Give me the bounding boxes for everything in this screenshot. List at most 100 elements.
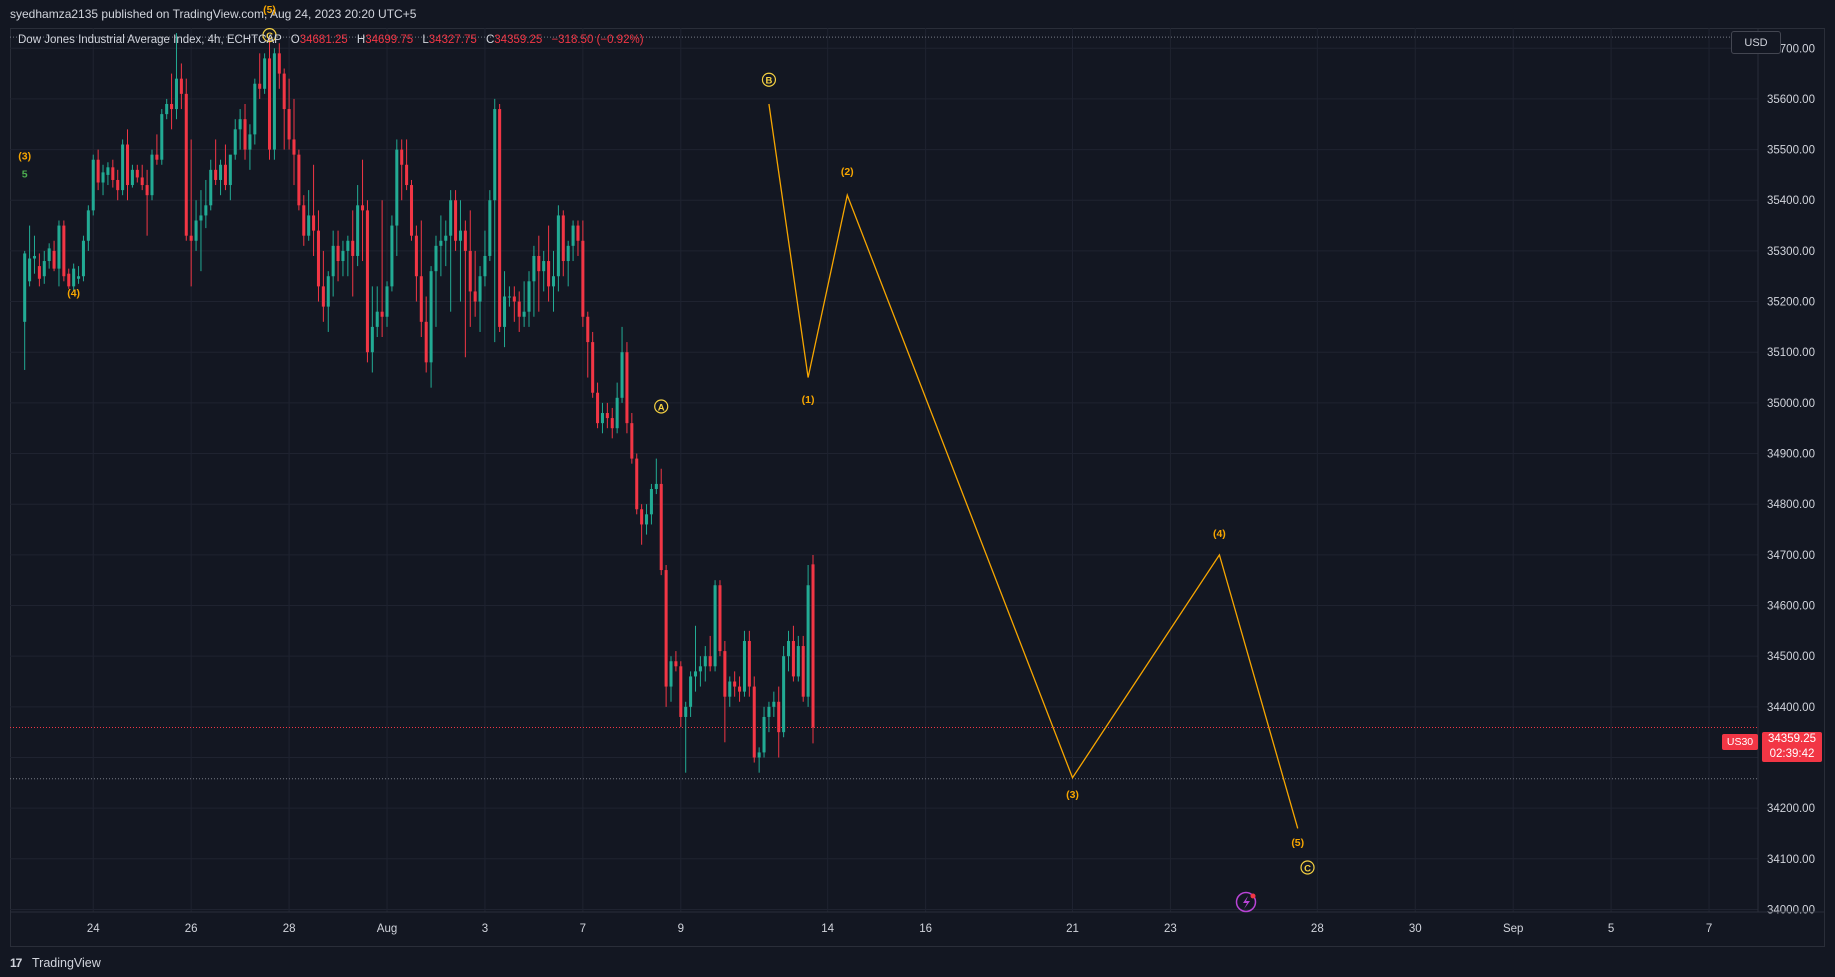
- candle-body: [498, 109, 502, 327]
- horizontal-lines: [10, 36, 1758, 780]
- wave-label: C: [1304, 863, 1311, 874]
- candle-body: [316, 230, 320, 287]
- candle-body: [277, 53, 281, 74]
- candle-body: [233, 129, 237, 155]
- wave-label: A: [658, 402, 665, 413]
- candle-body: [228, 154, 232, 186]
- candle-body: [307, 215, 311, 236]
- candle-body: [292, 139, 296, 155]
- candle-body: [645, 514, 649, 525]
- time-tick-label: 7: [1706, 923, 1712, 935]
- wave-label: C: [266, 31, 273, 42]
- candle-body: [659, 483, 663, 571]
- last-price-symbol-badge: US30: [1722, 734, 1758, 750]
- currency-button[interactable]: USD: [1731, 31, 1781, 54]
- candle-body: [551, 276, 556, 287]
- candle-body: [174, 78, 178, 110]
- time-tick-label: 16: [919, 923, 932, 935]
- candle-body: [723, 651, 727, 697]
- candle-body: [248, 134, 252, 150]
- time-tick-label: 30: [1409, 923, 1422, 935]
- time-axis[interactable]: 24 26 28 Aug 3 7 9 14 16 21 23 28 30 Sep 5 7: [10, 911, 1825, 935]
- tradingview-logo-icon[interactable]: 17: [10, 956, 22, 970]
- candle-body: [429, 271, 433, 363]
- candle-body: [52, 250, 56, 269]
- candle-body: [796, 646, 800, 677]
- last-price-value: 34359.25: [1768, 733, 1816, 745]
- wave-label: (3): [18, 151, 31, 163]
- lightning-alert-icon[interactable]: [1235, 891, 1257, 913]
- low-label: L: [422, 34, 429, 46]
- candle-body: [522, 311, 526, 317]
- time-tick-label: Sep: [1503, 923, 1523, 935]
- candle-body: [189, 235, 193, 241]
- candle-body: [370, 326, 374, 353]
- wave-label: B: [765, 76, 772, 87]
- time-tick-label: 7: [580, 923, 586, 935]
- candle-body: [718, 585, 722, 652]
- candle-body: [537, 255, 541, 272]
- symbol-legend: Dow Jones Industrial Average Index, 4h, …: [18, 34, 644, 46]
- grid-lines: [10, 28, 1758, 912]
- price-tick-label: 35600.00: [1767, 94, 1815, 106]
- candle-body: [576, 225, 580, 241]
- wave-label: (5): [263, 4, 276, 16]
- candle-body: [219, 164, 223, 180]
- low-value: 34327.75: [428, 34, 477, 46]
- time-tick-label: 28: [1311, 923, 1324, 935]
- candle-body: [395, 149, 399, 226]
- candle-body: [581, 240, 585, 317]
- candle-body: [145, 185, 149, 196]
- candle-body: [561, 215, 565, 262]
- candle-body: [791, 640, 795, 677]
- footer: 17 TradingView: [0, 947, 1835, 977]
- candle-body: [297, 154, 301, 206]
- wave-label: 5: [22, 168, 28, 180]
- candle-body: [556, 215, 560, 277]
- candle-body: [28, 258, 32, 282]
- candle-body: [111, 167, 115, 180]
- price-tick-label: 34900.00: [1767, 449, 1815, 461]
- candle-body: [336, 245, 340, 262]
- candle-body: [165, 103, 169, 115]
- candle-body: [483, 255, 487, 277]
- candle-body: [209, 169, 213, 206]
- candle-body: [243, 119, 247, 150]
- price-tick-label: 35400.00: [1767, 195, 1815, 207]
- wave-label: (2): [841, 166, 854, 178]
- price-tick-label: 34100.00: [1767, 854, 1815, 866]
- candle-body: [586, 316, 590, 343]
- candle-body: [630, 423, 634, 459]
- symbol-name[interactable]: Dow Jones Industrial Average Index, 4h, …: [18, 34, 282, 46]
- candle-body: [615, 397, 619, 429]
- candle-body: [703, 656, 707, 667]
- candle-body: [356, 205, 360, 256]
- candle-body: [478, 276, 482, 302]
- wave-label: (4): [67, 287, 80, 299]
- candle-body: [199, 215, 203, 221]
- candle-body: [346, 240, 350, 251]
- candle-body: [772, 701, 776, 707]
- price-tick-label: 35100.00: [1767, 347, 1815, 359]
- candle-body: [419, 276, 423, 322]
- candlestick-chart[interactable]: (5) C (3) 5 (4) B A (2) (1) (3) (4) (5) C 34000.00 34…: [0, 0, 1835, 947]
- candle-body: [747, 640, 751, 687]
- candle-body: [424, 321, 428, 363]
- candle-body: [62, 225, 66, 277]
- price-tick-label: 34700.00: [1767, 550, 1815, 562]
- candle-body: [679, 666, 683, 717]
- candle-body: [341, 250, 345, 262]
- tradingview-brand[interactable]: TradingView: [32, 956, 101, 970]
- price-tick-label: 34800.00: [1767, 499, 1815, 511]
- candle-body: [664, 570, 668, 687]
- wave-path: [768, 103, 1299, 829]
- candle-body: [571, 225, 575, 246]
- wave-labels: (5) C (3) 5 (4) B A (2) (1) (3) (4) (5) C: [18, 4, 1315, 875]
- candle-body: [135, 169, 139, 178]
- candle-body: [782, 656, 786, 733]
- price-axis[interactable]: 34000.0034100.0034200.0034300.0034400.00…: [1757, 28, 1815, 916]
- chart-pane[interactable]: [10, 28, 1825, 947]
- candle-body: [542, 261, 546, 272]
- elliott-wave-lines[interactable]: [768, 103, 1299, 829]
- change-value: −318.50 (−0.92%): [551, 34, 644, 46]
